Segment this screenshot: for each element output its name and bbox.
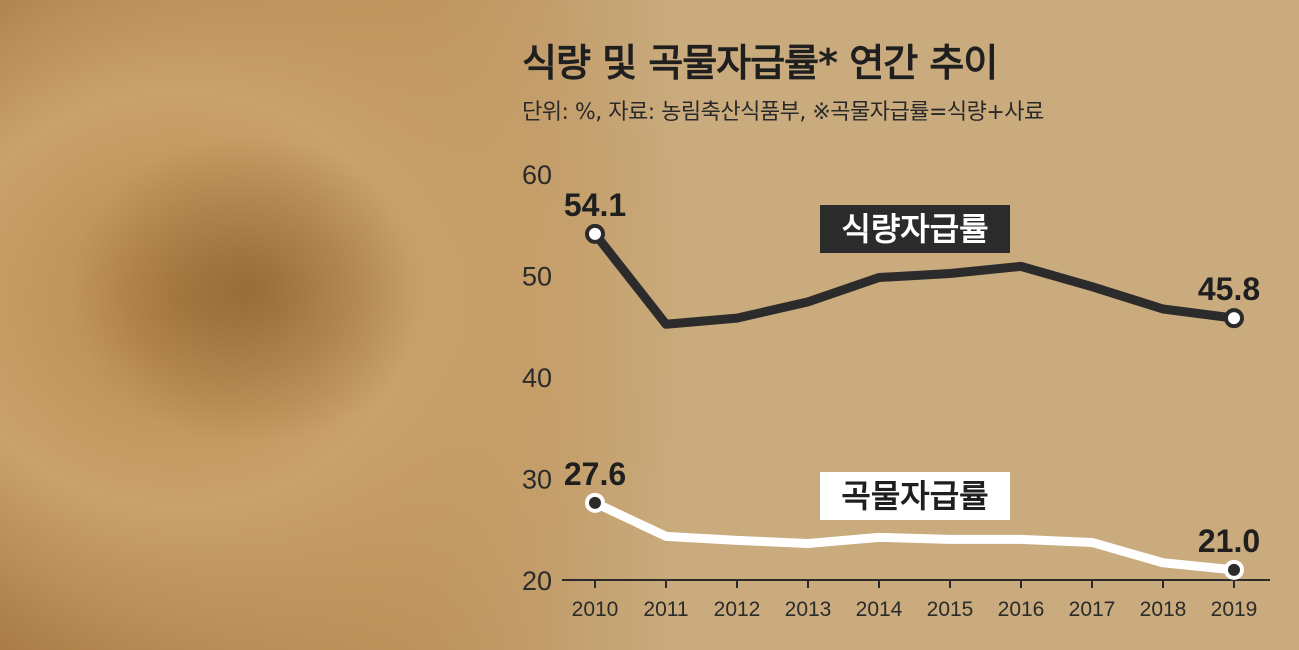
x-tick-label: 2016: [998, 598, 1045, 621]
data-label: 21.0: [1198, 523, 1260, 559]
series-line-grain: [590, 498, 1239, 575]
data-label: 45.8: [1198, 271, 1260, 307]
y-tick-label: 40: [522, 363, 552, 393]
x-tick-label: 2014: [856, 598, 903, 621]
y-tick-label: 20: [522, 566, 552, 596]
chart-subtitle: 단위: %, 자료: 농림축산식품부, ※곡물자급률=식량+사료: [522, 100, 1044, 125]
y-tick-label: 60: [522, 160, 552, 190]
x-tick-label: 2018: [1140, 598, 1187, 621]
series-tag-label: 식량자급률: [841, 210, 988, 248]
data-point-marker: [1224, 559, 1244, 580]
x-tick-label: 2019: [1211, 598, 1258, 621]
x-tick-label: 2012: [714, 598, 761, 621]
x-tick-label: 2017: [1069, 598, 1116, 621]
data-label: 27.6: [564, 456, 626, 492]
x-tick-label: 2010: [572, 598, 619, 621]
data-point-marker: [585, 492, 605, 513]
chart-title: 식량 및 곡물자급률* 연간 추이: [522, 41, 998, 85]
series-line-food: [590, 229, 1239, 329]
data-label: 54.1: [564, 187, 626, 223]
y-tick-label: 50: [522, 262, 552, 292]
x-tick-label: 2015: [927, 598, 974, 621]
data-point-marker: [585, 223, 605, 244]
series-tag-label: 곡물자급률: [841, 477, 988, 515]
x-tick-label: 2011: [643, 598, 688, 621]
y-tick-label: 30: [522, 465, 552, 495]
series-tag-box: [820, 205, 1010, 253]
series-tag-box: [820, 472, 1010, 520]
data-point-marker: [1224, 308, 1244, 329]
x-tick-label: 2013: [785, 598, 832, 621]
